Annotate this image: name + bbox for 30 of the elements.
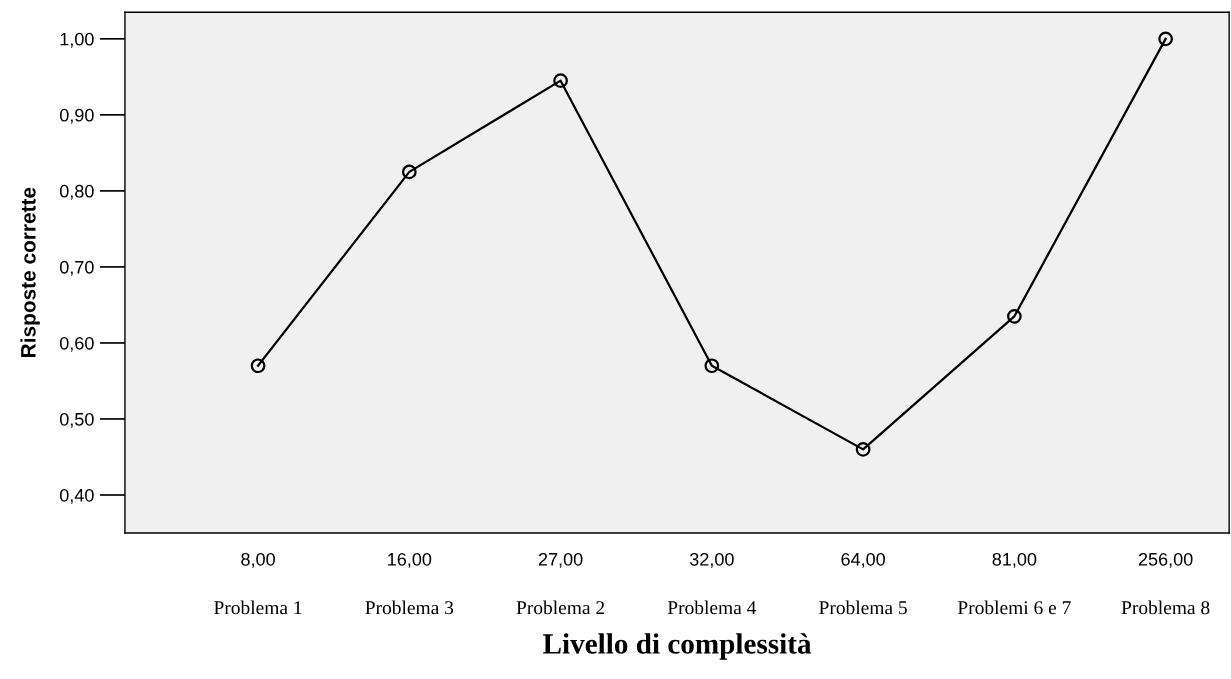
x-tick-label: 256,00 (1138, 552, 1193, 568)
x-tick-label: 8,00 (241, 552, 275, 568)
x-axis-title: Livello di complessità (543, 633, 812, 660)
text: Problema 4 (667, 600, 757, 615)
x-tick-label: 32,00 (689, 552, 734, 568)
x-tick-label: 81,00 (992, 552, 1037, 568)
y-axis-title: Risposte corrette (20, 187, 40, 357)
point (855, 442, 871, 457)
y-tick-label: 0,60 (59, 336, 94, 352)
x-tick-label: 27,00 (538, 552, 583, 568)
text: Problemi 6 e 7 (957, 600, 1071, 615)
text: Problema 2 (516, 600, 605, 615)
y-tick-label: 0,70 (59, 260, 94, 276)
text: Problema 5 (819, 600, 907, 615)
point (704, 358, 720, 374)
point (553, 73, 568, 89)
y-tick-label: 0,40 (59, 488, 94, 504)
point (401, 164, 417, 180)
text: Problema 8 (1121, 600, 1210, 615)
x-tick-label: 64,00 (841, 552, 885, 568)
text: Problema 1 (214, 600, 302, 615)
text: Problema 3 (365, 600, 454, 615)
y-tick-label: 0,50 (59, 412, 94, 428)
y-tick-label: 0,90 (59, 108, 94, 124)
point (250, 358, 266, 374)
point (1158, 31, 1173, 47)
y-tick-label: 0,80 (59, 184, 94, 200)
point (1007, 308, 1022, 324)
y-tick-label: 1,00 (60, 32, 94, 48)
x-tick-label: 16,00 (388, 552, 432, 568)
